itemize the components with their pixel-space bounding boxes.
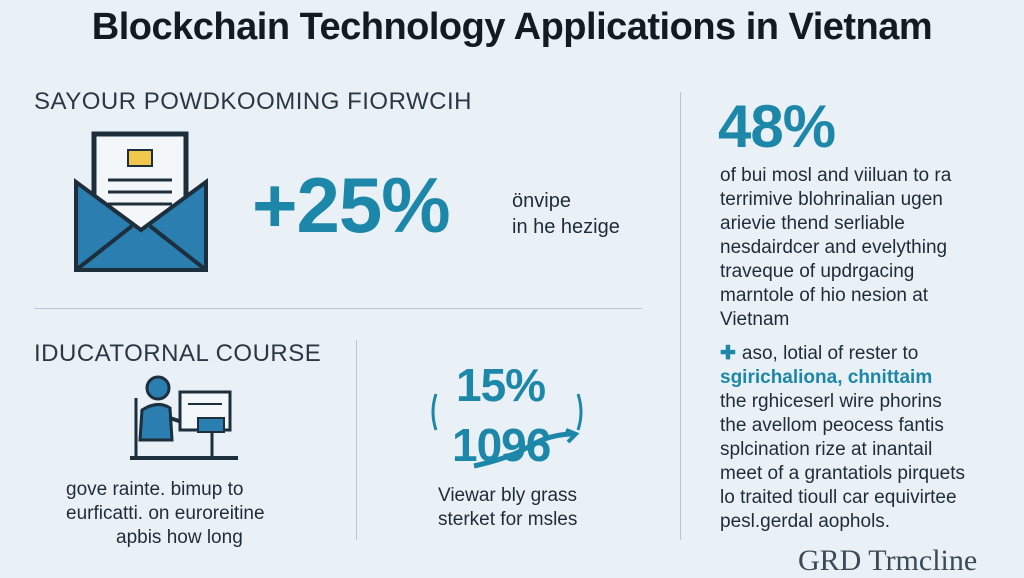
caption-line: Viewar bly grass: [438, 485, 578, 506]
plus-icon: ✚: [720, 343, 736, 364]
paragraph-line: of bui mosl and viiluan to ra: [720, 165, 952, 186]
list-line: the rghiceserl wire phorins: [720, 391, 942, 412]
section-heading-top: SAYOUR POWDKOOMING FIORWCIH: [34, 88, 472, 115]
education-caption: gove rainte. bimup to eurficatti. on eur…: [66, 478, 265, 550]
paragraph-line: nesdairdcer and evelything: [720, 237, 948, 258]
divider-vertical-left: [356, 340, 357, 540]
caption-line: apbis how long: [116, 527, 243, 548]
stat-15-percent: 15%: [456, 359, 546, 411]
divider-vertical-right: [680, 92, 681, 540]
section-heading-education: IDUCATORNAL COURSE: [34, 340, 322, 367]
list-line: pesl.gerdal aophols.: [720, 511, 891, 532]
stat-plus-25: +25%: [252, 161, 451, 249]
paragraph-line: marntole of hio nesion at: [720, 285, 929, 306]
stat-caption-top: önvipe in he hezige: [512, 188, 620, 240]
divider-horizontal: [34, 308, 642, 309]
rising-arrow-icon: [473, 428, 580, 469]
list-line: the avellom peocess fantis: [720, 415, 944, 436]
list-line: lo traited tioull car equivirtee: [720, 487, 957, 508]
bracket-left-icon: [431, 393, 438, 431]
envelope-icon: [74, 131, 208, 272]
accent-line: sgirichaliona, chnittaim: [720, 367, 933, 388]
right-paragraph: of bui mosl and viiluan to ra terrimive …: [720, 164, 951, 332]
caption-line: sterket for msles: [438, 509, 578, 530]
caption-line: eurficatti. on euroreitine: [66, 503, 265, 524]
plus-line: ✚ aso, lotial of rester to: [720, 342, 965, 366]
plus-line-text: aso, lotial of rester to: [741, 343, 919, 364]
middle-caption: Viewar bly grass sterket for msles: [438, 484, 577, 532]
paragraph-line: terrimive blohrinalian ugen: [720, 189, 943, 210]
paragraph-line: arievie thend serliable: [720, 213, 905, 234]
bracket-right-icon: [576, 393, 583, 431]
stat-48-percent: 48%: [718, 93, 836, 160]
list-line: splcination rize at inantail: [720, 439, 933, 460]
watermark: GRD Trmcline: [798, 544, 978, 577]
paragraph-line: traveque of updrgacing: [720, 261, 915, 282]
page-title: Blockchain Technology Applications in Vi…: [91, 6, 933, 48]
list-line: meet of a grantatiols pirquets: [720, 463, 966, 484]
right-list: ✚ aso, lotial of rester to sgirichaliona,…: [720, 342, 965, 534]
paragraph-line: Vietnam: [720, 309, 790, 330]
person-at-computer-icon: [130, 375, 238, 460]
caption-line: gove rainte. bimup to: [66, 479, 244, 500]
caption-line: in he hezige: [512, 216, 620, 238]
caption-line: önvipe: [512, 190, 571, 212]
